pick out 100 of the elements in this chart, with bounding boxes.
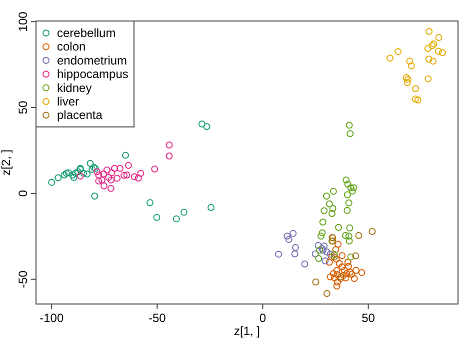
point xyxy=(348,270,356,278)
point xyxy=(326,273,334,280)
point xyxy=(352,252,360,260)
point xyxy=(208,204,215,211)
point xyxy=(80,170,88,177)
point xyxy=(69,172,76,179)
point xyxy=(334,271,341,278)
point xyxy=(345,232,352,240)
legend-label: liver xyxy=(57,94,80,108)
legend-label: hippocampus xyxy=(57,67,128,82)
y-tick-label: 50 xyxy=(16,100,30,114)
point xyxy=(344,262,352,270)
point xyxy=(342,274,350,282)
point xyxy=(95,172,102,179)
point xyxy=(323,248,330,256)
point xyxy=(355,232,362,239)
point xyxy=(330,188,337,195)
point xyxy=(95,178,102,185)
point xyxy=(336,260,343,267)
point xyxy=(322,192,330,200)
point xyxy=(345,199,352,206)
point xyxy=(412,95,419,102)
point xyxy=(203,123,210,130)
point xyxy=(123,172,130,179)
x-tick-label: 50 xyxy=(362,311,376,325)
point xyxy=(333,282,340,290)
x-axis-title: z[1, ] xyxy=(234,324,260,338)
point xyxy=(347,184,354,192)
point xyxy=(137,170,144,177)
point xyxy=(425,56,432,63)
point xyxy=(346,268,354,276)
point xyxy=(408,62,415,70)
point xyxy=(108,169,116,176)
point xyxy=(350,275,358,282)
legend-label: cerebellum xyxy=(57,26,116,40)
point xyxy=(334,240,342,248)
point xyxy=(317,232,324,240)
point xyxy=(340,266,348,274)
point xyxy=(275,250,282,258)
point xyxy=(111,164,118,172)
point xyxy=(326,250,334,258)
point xyxy=(312,278,320,286)
point xyxy=(394,48,402,56)
point xyxy=(320,242,328,250)
point xyxy=(438,49,446,56)
point xyxy=(346,130,354,138)
point xyxy=(424,44,432,52)
point xyxy=(314,242,322,249)
legend-label: endometrium xyxy=(57,53,128,68)
point xyxy=(346,122,353,129)
point xyxy=(435,34,442,41)
point xyxy=(48,178,56,186)
point xyxy=(98,176,106,184)
point xyxy=(60,172,68,179)
point xyxy=(84,170,91,178)
point xyxy=(350,184,358,192)
point xyxy=(326,200,333,208)
point xyxy=(404,79,411,86)
point xyxy=(412,85,420,92)
point xyxy=(342,232,349,239)
point xyxy=(146,199,154,206)
point xyxy=(65,169,72,176)
legend-label: kidney xyxy=(57,80,92,95)
point xyxy=(284,232,291,240)
point xyxy=(331,274,338,282)
point xyxy=(343,270,350,278)
point xyxy=(62,170,70,177)
point xyxy=(151,166,158,173)
point xyxy=(344,180,352,188)
point xyxy=(94,168,101,176)
point xyxy=(338,252,346,260)
point xyxy=(100,170,108,178)
y-tick-label: 0 xyxy=(16,190,30,197)
point xyxy=(342,176,350,184)
point xyxy=(328,210,336,217)
point xyxy=(292,244,299,252)
point xyxy=(291,250,298,258)
point xyxy=(319,218,326,226)
point xyxy=(426,28,433,35)
point xyxy=(134,174,142,182)
point xyxy=(348,188,356,195)
point xyxy=(91,192,98,200)
point xyxy=(328,253,336,260)
point xyxy=(335,224,342,231)
point xyxy=(434,48,442,55)
point xyxy=(103,166,110,174)
point xyxy=(424,75,432,82)
point xyxy=(414,96,422,104)
point xyxy=(76,172,84,180)
legend-label: placenta xyxy=(57,108,103,122)
point xyxy=(54,174,62,182)
y-tick-label: 100 xyxy=(16,11,30,32)
point xyxy=(116,164,124,172)
point xyxy=(346,237,353,244)
point xyxy=(166,141,173,148)
x-tick-label: -100 xyxy=(40,311,64,325)
point xyxy=(114,174,121,182)
point xyxy=(406,58,414,65)
point xyxy=(329,205,336,212)
y-axis-title: z[2, ] xyxy=(0,149,13,176)
